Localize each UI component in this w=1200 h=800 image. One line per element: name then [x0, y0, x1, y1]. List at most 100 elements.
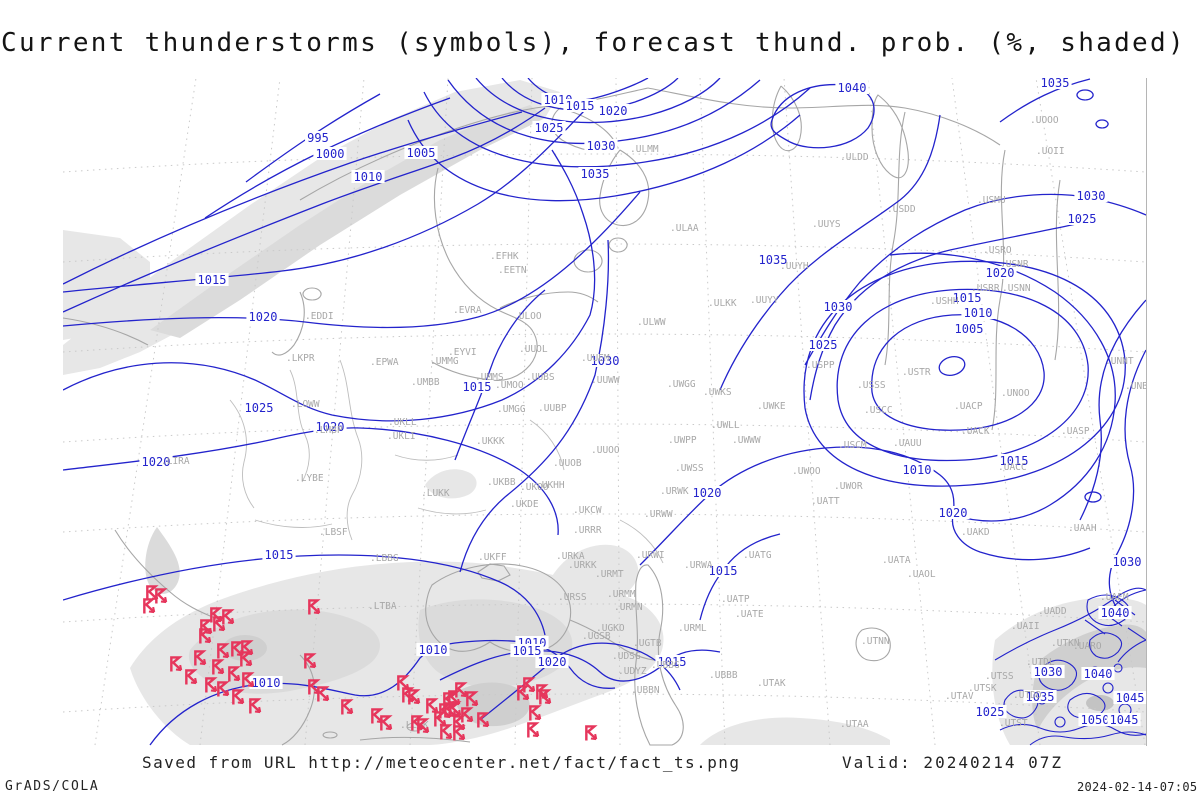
station-label: .UKOO	[520, 482, 549, 493]
contour-label: 1015	[510, 644, 544, 658]
svg-text:1040: 1040	[1101, 606, 1130, 620]
station-label: .USPP	[806, 360, 835, 371]
isobar-layer	[63, 78, 1146, 746]
contour-label: 1015	[262, 548, 296, 562]
station-label: .UAKD	[961, 527, 990, 538]
svg-text:1025: 1025	[245, 401, 274, 415]
contour-label: 1025	[1065, 212, 1099, 226]
svg-text:1025: 1025	[1068, 212, 1097, 226]
station-label: .URWK	[660, 486, 689, 497]
station-label: .URKK	[568, 560, 597, 571]
station-label: .UNNT	[1105, 356, 1134, 367]
svg-text:1010: 1010	[252, 676, 281, 690]
svg-text:1015: 1015	[265, 548, 294, 562]
station-label: .UOII	[1036, 146, 1065, 157]
station-label: .UUBP	[538, 403, 567, 414]
station-label: .URML	[678, 623, 707, 634]
contour-label: 1015	[655, 655, 689, 669]
contour-label: 1000	[313, 147, 347, 161]
station-label: .ULDD	[840, 152, 869, 163]
svg-text:1015: 1015	[953, 291, 982, 305]
station-label: .UTNN	[861, 636, 890, 647]
station-label: .URSS	[558, 592, 587, 603]
station-label: .UATP	[721, 594, 750, 605]
station-label: .LBSF	[319, 527, 348, 538]
station-label: .UATG	[743, 550, 772, 561]
station-label: .UUOL	[519, 344, 548, 355]
station-label: .UATE	[735, 609, 764, 620]
contour-label: 1030	[1074, 189, 1108, 203]
page-title: Current thunderstorms (symbols), forecas…	[1, 28, 1186, 58]
svg-text:1010: 1010	[903, 463, 932, 477]
svg-text:1020: 1020	[599, 104, 628, 118]
station-label: .UTKN	[1051, 638, 1080, 649]
station-label: .UTSS	[985, 671, 1014, 682]
contour-label: 1035	[1023, 690, 1057, 704]
contour-label: 1020	[139, 455, 173, 469]
station-label: .UWOO	[792, 466, 821, 477]
station-label: .UMMS	[475, 372, 504, 383]
station-label: .UASP	[1061, 426, 1090, 437]
station-label: .UMBB	[411, 377, 440, 388]
station-label: .ULAA	[670, 223, 699, 234]
contour-label: 1015	[460, 380, 494, 394]
station-label: .URMT	[595, 569, 624, 580]
thunderstorm-symbol	[527, 722, 540, 739]
svg-text:1020: 1020	[986, 266, 1015, 280]
station-label: .ULKK	[708, 298, 737, 309]
svg-text:1030: 1030	[1113, 555, 1142, 569]
station-label: .LHBP	[314, 425, 343, 436]
contour-label: 1005	[404, 146, 438, 160]
contour-label: 1025	[242, 401, 276, 415]
station-label: .EVRA	[453, 305, 482, 316]
station-label: .USCM	[838, 440, 867, 451]
station-label: .UTDD	[1013, 690, 1042, 701]
station-label: .USNR	[1000, 259, 1029, 270]
contour-label: 1035	[1038, 78, 1072, 90]
station-label: .UUYH	[780, 261, 809, 272]
station-label: .UBBN	[631, 685, 660, 696]
station-label: .UKLL	[388, 417, 417, 428]
contour-label: 1015	[563, 99, 597, 113]
contour-label: 1045	[1107, 713, 1141, 727]
contour-label: 1010	[249, 676, 283, 690]
svg-text:1020: 1020	[939, 506, 968, 520]
station-label: .LOWW	[291, 399, 320, 410]
station-label: .UARO	[1073, 641, 1102, 652]
station-label: .EDDI	[305, 311, 334, 322]
contour-label: 1020	[246, 310, 280, 324]
svg-text:1005: 1005	[407, 146, 436, 160]
station-label: .USHH	[930, 296, 959, 307]
contour-label: 1030	[1031, 665, 1065, 679]
station-label: .LUKK	[421, 488, 450, 499]
station-label: .URMN	[614, 602, 643, 613]
svg-text:1010: 1010	[354, 170, 383, 184]
station-label: .UNBB	[1125, 381, 1154, 392]
station-label: .UACK	[961, 426, 990, 437]
station-label: .ULMM	[630, 144, 659, 155]
svg-text:1010: 1010	[419, 643, 448, 657]
contour-label: 1050	[1078, 713, 1112, 727]
station-label: .UGSB	[582, 631, 611, 642]
station-label: .EFHK	[490, 251, 519, 262]
station-label: .UMOO	[495, 380, 524, 391]
contour-label: 1035	[756, 253, 790, 267]
svg-text:1015: 1015	[566, 99, 595, 113]
station-label: .UGTB	[633, 638, 662, 649]
contour-label: 1005	[952, 322, 986, 336]
contour-label: 1025	[806, 338, 840, 352]
station-label: .ULWW	[637, 317, 666, 328]
station-label: .UWKE	[757, 401, 786, 412]
valid-time-text: Valid: 20240214 07Z	[842, 753, 1064, 772]
station-label: .EETN	[498, 265, 527, 276]
station-label: .ULOO	[513, 311, 542, 322]
station-label: .URKA	[556, 551, 585, 562]
station-label: .UKLI	[387, 431, 416, 442]
contour-label: 1015	[706, 564, 740, 578]
svg-text:1015: 1015	[513, 644, 542, 658]
station-label: .UAUU	[893, 438, 922, 449]
station-label: .UBBB	[709, 670, 738, 681]
station-label: .UWOR	[834, 481, 863, 492]
station-label: .UTST	[999, 718, 1028, 729]
